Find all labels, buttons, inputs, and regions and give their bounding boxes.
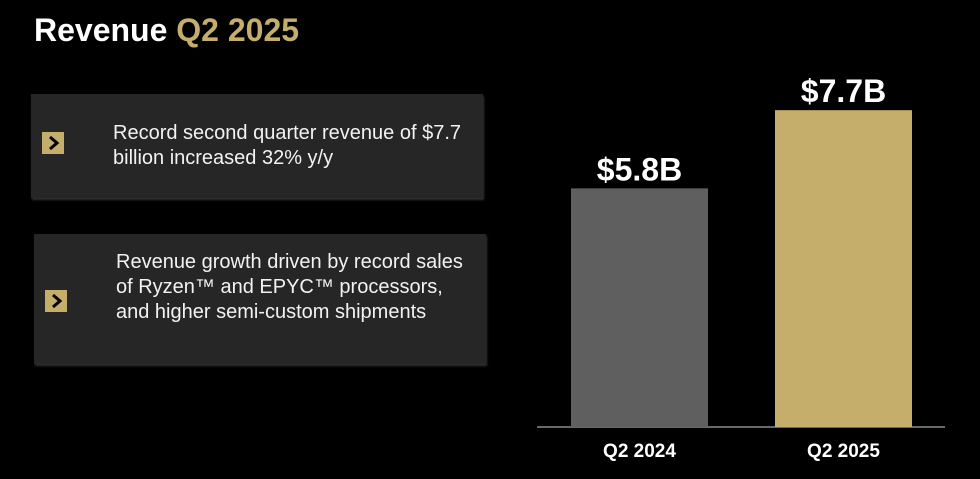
chevron-right-icon: [45, 290, 67, 312]
page-title: Revenue Q2 2025: [34, 12, 299, 49]
highlight-text: Revenue growth driven by record sales of…: [116, 251, 463, 323]
data-label: $7.7B: [801, 73, 886, 109]
highlight-card-growth: Revenue growth driven by record sales of…: [34, 234, 486, 364]
bar-q2-2024: [571, 188, 708, 427]
data-label: $5.8B: [597, 151, 682, 187]
title-accent: Q2 2025: [176, 12, 300, 48]
chevron-right-icon: [42, 132, 64, 154]
title-main: Revenue: [34, 12, 168, 48]
x-tick-label: Q2 2025: [807, 441, 880, 462]
x-tick-label: Q2 2024: [603, 441, 676, 462]
highlight-card-revenue: Record second quarter revenue of $7.7 bi…: [31, 94, 483, 198]
highlight-text: Record second quarter revenue of $7.7 bi…: [113, 122, 461, 169]
bar-q2-2025: [775, 110, 912, 427]
